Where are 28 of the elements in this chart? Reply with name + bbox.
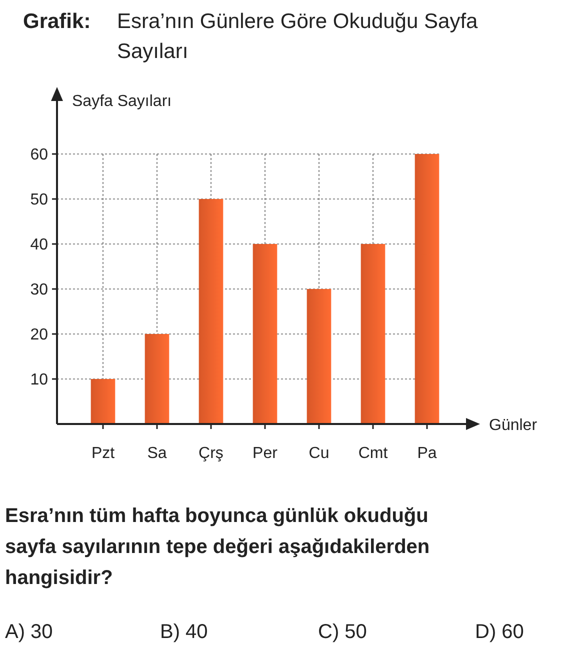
y-tick-label: 40 — [30, 236, 48, 254]
x-axis-title: Günler — [489, 417, 538, 434]
y-axis-title: Sayfa Sayıları — [72, 93, 172, 110]
text: D) 60 — [475, 621, 524, 643]
x-tick-label: Pa — [417, 445, 437, 462]
y-tick-label: 50 — [30, 192, 48, 209]
chart-title: Grafik: Esra’nın Günlere Göre Okuduğu Sayfa Sayıları — [23, 10, 478, 63]
bar — [144, 334, 170, 424]
bar — [90, 379, 116, 424]
bar — [252, 244, 278, 424]
x-tick-label: Pzt — [91, 445, 116, 462]
y-tick-label: 10 — [30, 372, 48, 389]
x-tick-label: Cmt — [358, 445, 388, 462]
x-tick-label: Cu — [308, 445, 330, 462]
x-tick-label: Çrş — [198, 445, 224, 462]
bar — [306, 289, 332, 424]
y-tick-label: 60 — [30, 146, 48, 164]
x-tick-label: Sa — [147, 445, 167, 462]
text: A) 30 — [5, 621, 53, 643]
y-tick-label: 20 — [30, 326, 48, 344]
bar — [414, 154, 440, 424]
y-tick-label: 30 — [30, 282, 48, 299]
text: Esra’nın tüm hafta boyunca günlük okuduğu sayfa sayılarının tepe değeri aşağıdakilerden hangisidir? — [5, 505, 430, 589]
text: B) 40 — [160, 621, 208, 643]
bar — [360, 244, 386, 424]
x-tick-label: Per — [252, 445, 278, 462]
text: C) 50 — [318, 621, 367, 643]
bar — [198, 199, 224, 424]
